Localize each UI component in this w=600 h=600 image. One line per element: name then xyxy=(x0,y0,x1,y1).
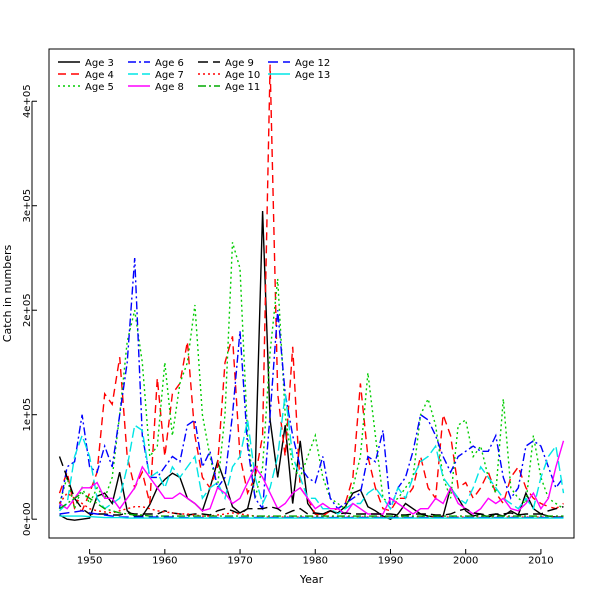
axes-layer: 1950 1960 1970 1980 1990 2000 2010 0e+00 1e+05 2e… xyxy=(22,84,554,566)
series-line-age-8 xyxy=(59,440,565,515)
series-line-age-7 xyxy=(59,393,565,515)
legend-label-age-10: Age 10 xyxy=(225,70,260,81)
legend-label-age-8: Age 8 xyxy=(155,82,184,93)
legend-label-age-9: Age 9 xyxy=(225,58,254,69)
series-line-age-10 xyxy=(58,492,564,518)
series-line-age-4 xyxy=(58,64,564,517)
x-tick-label-1990: 1990 xyxy=(378,555,403,566)
y-axis-label: Catch in numbers xyxy=(1,245,14,343)
y-tick-label-200000: 2e+05 xyxy=(22,293,33,327)
legend-label-age-3: Age 3 xyxy=(85,58,114,69)
series-layer xyxy=(58,64,565,521)
y-tick-label-400000: 4e+05 xyxy=(22,84,33,118)
y-tick-label-100000: 1e+05 xyxy=(22,398,33,432)
legend-label-age-6: Age 6 xyxy=(155,58,184,69)
series-line-age-13 xyxy=(59,515,564,519)
series-line-age-9 xyxy=(58,456,564,516)
x-tick-label-1960: 1960 xyxy=(152,555,177,566)
series-line-age-6 xyxy=(58,257,565,511)
x-tick-label-2000: 2000 xyxy=(453,555,478,566)
legend-label-age-13: Age 13 xyxy=(295,70,330,81)
x-tick-label-1970: 1970 xyxy=(227,555,252,566)
x-tick-label-1980: 1980 xyxy=(303,555,328,566)
x-axis-label: Year xyxy=(299,573,324,586)
legend-label-age-7: Age 7 xyxy=(155,70,184,81)
x-tick-label-1950: 1950 xyxy=(77,555,102,566)
legend-label-age-5: Age 5 xyxy=(85,82,114,93)
x-tick-label-2010: 2010 xyxy=(528,555,553,566)
y-tick-label-300000: 3e+05 xyxy=(22,189,33,223)
plot-frame xyxy=(48,48,575,539)
legend-label-age-12: Age 12 xyxy=(295,58,330,69)
series-line-age-11 xyxy=(59,492,564,517)
series-line-age-5 xyxy=(58,242,564,512)
y-tick-label-0: 0e+00 xyxy=(22,502,33,536)
legend-label-age-4: Age 4 xyxy=(85,70,114,81)
legend-label-age-11: Age 11 xyxy=(225,82,260,93)
